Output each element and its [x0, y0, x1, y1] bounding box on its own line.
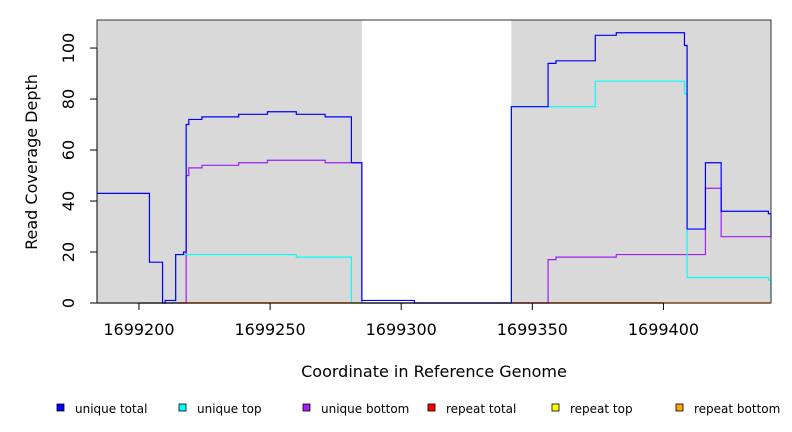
y-tick-label: 40	[59, 191, 78, 211]
legend-label: unique total	[75, 402, 147, 416]
legend-swatch	[427, 403, 436, 412]
legend-swatch	[302, 403, 311, 412]
y-tick-label: 80	[59, 89, 78, 109]
x-tick-label: 1699200	[103, 320, 174, 339]
legend-swatch	[56, 403, 65, 412]
series-line-unique-total	[97, 32, 772, 304]
legend-swatch	[178, 403, 187, 412]
legend-label: repeat bottom	[694, 402, 780, 416]
x-tick-label: 1699300	[366, 320, 437, 339]
legend-label: repeat top	[570, 402, 633, 416]
y-tick-label: 0	[59, 298, 78, 308]
y-tick-label: 100	[59, 33, 78, 64]
y-tick-label: 60	[59, 140, 78, 160]
shaded-region-1	[97, 20, 362, 303]
x-tick-label: 1699400	[628, 320, 699, 339]
x-axis: 1699200 1699250 1699300 1699350 1699400	[103, 302, 699, 339]
y-tick-label: 20	[59, 242, 78, 262]
shaded-region-2	[511, 20, 771, 303]
legend-swatch	[675, 403, 684, 412]
y-axis-title: Read Coverage Depth	[22, 74, 41, 250]
legend-label: repeat total	[446, 402, 516, 416]
legend: unique total unique top unique bottom repea…	[56, 402, 780, 416]
shaded-regions	[97, 20, 771, 303]
x-axis-title: Coordinate in Reference Genome	[301, 362, 567, 381]
legend-label: unique bottom	[321, 402, 409, 416]
series-line-unique-top	[97, 80, 772, 304]
y-axis: 0 20 40 60 80 100	[59, 33, 98, 308]
series-line-unique-bottom	[97, 159, 771, 304]
legend-swatch	[551, 403, 560, 412]
x-tick-label: 1699250	[234, 320, 305, 339]
x-tick-label: 1699350	[497, 320, 568, 339]
legend-label: unique top	[197, 402, 262, 416]
